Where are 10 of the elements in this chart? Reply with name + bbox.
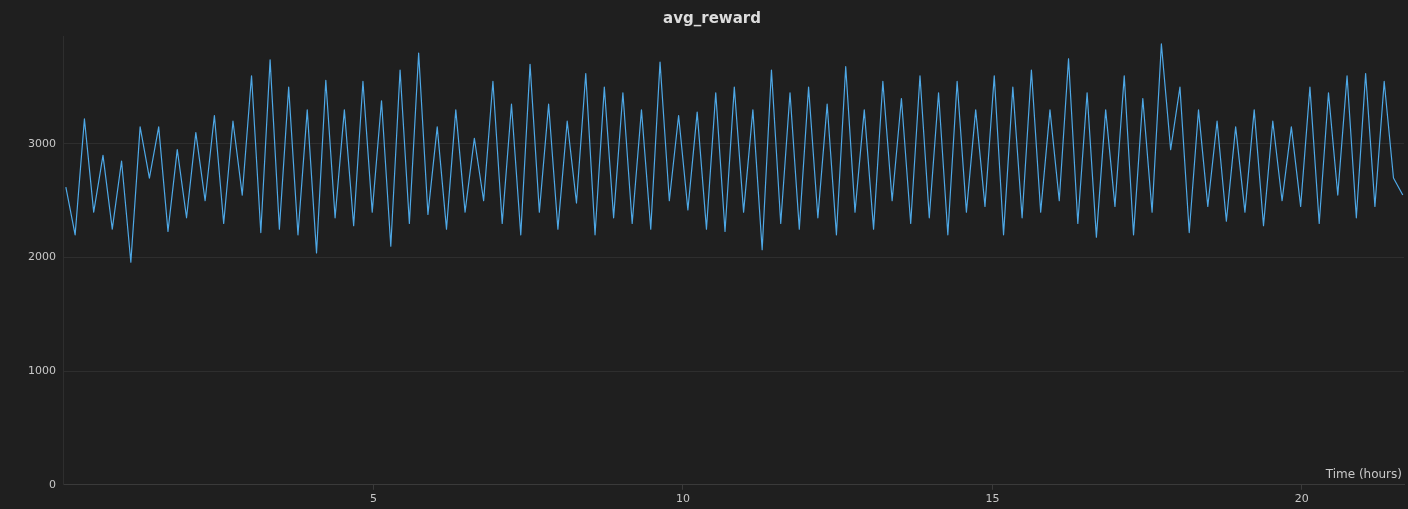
x-tick-label: 5 [369, 492, 377, 506]
y-tick-label: 2000 [27, 250, 56, 264]
x-tick-label: 20 [1294, 492, 1309, 506]
x-tick-label: 15 [985, 492, 1000, 506]
y-tick-label: 3000 [27, 136, 56, 150]
x-tick-label: 10 [675, 492, 690, 506]
y-tick-label: 1000 [27, 364, 56, 378]
y-tick-label: 0 [48, 477, 56, 491]
chart-title: avg_reward [663, 8, 761, 27]
x-axis-title: Time (hours) [1324, 466, 1402, 481]
